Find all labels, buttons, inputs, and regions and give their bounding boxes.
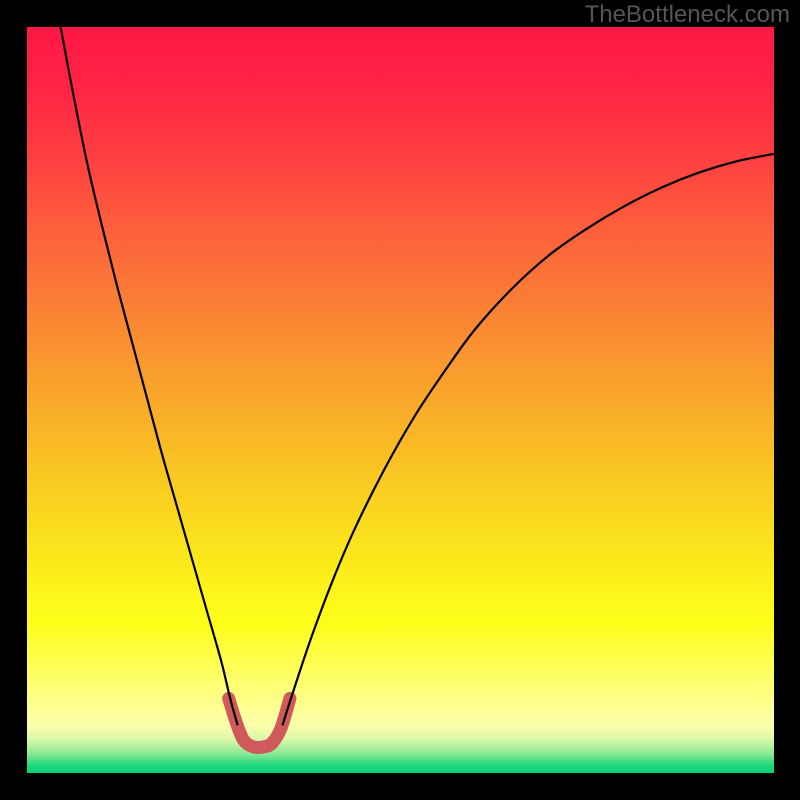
plot-background	[27, 27, 774, 773]
chart-stage: TheBottleneck.com	[0, 0, 800, 800]
chart-svg	[0, 0, 800, 800]
watermark-text: TheBottleneck.com	[585, 1, 790, 29]
